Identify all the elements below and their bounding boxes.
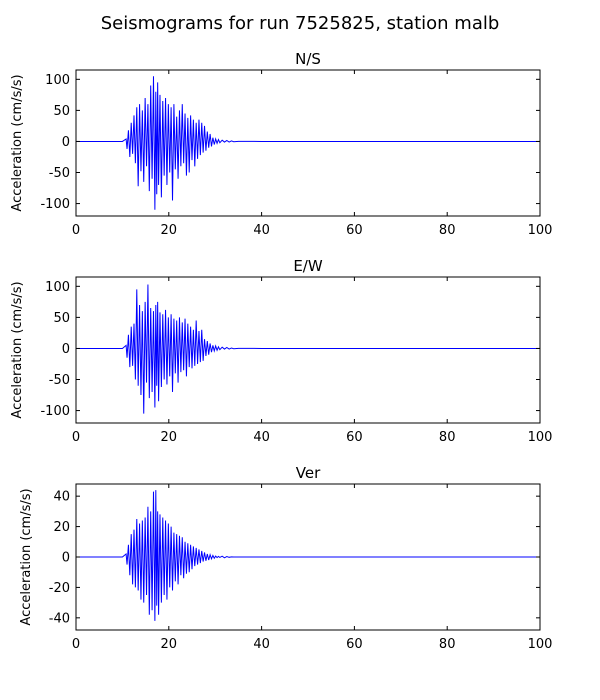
x-tick-label: 100 — [528, 637, 553, 652]
y-tick-label: -40 — [49, 611, 70, 626]
y-tick-label: -100 — [40, 404, 70, 419]
y-axis-label: Acceleration (cm/s/s) — [10, 281, 25, 418]
panel-title: N/S — [295, 50, 321, 68]
x-tick-label: 0 — [72, 637, 80, 652]
y-tick-label: 50 — [53, 311, 70, 326]
seismogram-trace — [76, 284, 540, 414]
axes-frame — [75, 69, 541, 217]
x-tick-label: 20 — [161, 637, 178, 652]
x-tick-label: 0 — [72, 430, 80, 445]
seismogram-trace — [76, 490, 540, 621]
panel-1: 0 20 40 60 80 100 -100 -50 0 50 100 E/W Acceleration… — [10, 257, 552, 445]
y-tick-label: 0 — [62, 135, 70, 150]
x-tick-label: 80 — [439, 637, 456, 652]
x-tick-label: 60 — [346, 637, 363, 652]
y-axis-label: Acceleration (cm/s/s) — [10, 74, 25, 211]
y-axis-label: Acceleration (cm/s/s) — [19, 488, 34, 625]
x-tick-label: 60 — [346, 223, 363, 238]
y-tick-label: -50 — [49, 373, 70, 388]
panels: 0 20 40 60 80 100 -100 -50 0 50 100 N/S Acceleration… — [10, 50, 552, 652]
x-tick-label: 60 — [346, 430, 363, 445]
x-tick-label: 40 — [253, 430, 270, 445]
panel-0: 0 20 40 60 80 100 -100 -50 0 50 100 N/S Acceleration… — [10, 50, 552, 238]
seismogram-trace — [76, 76, 540, 210]
y-tick-label: -100 — [40, 197, 70, 212]
x-tick-label: 100 — [528, 223, 553, 238]
y-tick-label: -20 — [49, 581, 70, 596]
panel-title: E/W — [293, 257, 323, 275]
x-tick-label: 80 — [439, 430, 456, 445]
figure-suptitle: Seismograms for run 7525825, station mal… — [101, 13, 500, 34]
y-tick-label: 0 — [62, 551, 70, 566]
panel-title: Ver — [296, 464, 321, 482]
panel-2: 0 20 40 60 80 100 -40 -20 0 20 40 Ver Acceleration (… — [19, 464, 552, 652]
x-tick-label: 40 — [253, 223, 270, 238]
x-tick-label: 40 — [253, 637, 270, 652]
y-tick-label: -50 — [49, 166, 70, 181]
y-tick-label: 40 — [53, 490, 70, 505]
x-tick-label: 100 — [528, 430, 553, 445]
y-tick-label: 100 — [45, 280, 70, 295]
x-tick-label: 20 — [161, 430, 178, 445]
y-tick-label: 50 — [53, 104, 70, 119]
x-tick-label: 0 — [72, 223, 80, 238]
y-tick-label: 20 — [53, 520, 70, 535]
y-tick-label: 100 — [45, 73, 70, 88]
x-tick-label: 20 — [161, 223, 178, 238]
axes-frame — [75, 276, 541, 424]
x-tick-label: 80 — [439, 223, 456, 238]
y-tick-label: 0 — [62, 342, 70, 357]
